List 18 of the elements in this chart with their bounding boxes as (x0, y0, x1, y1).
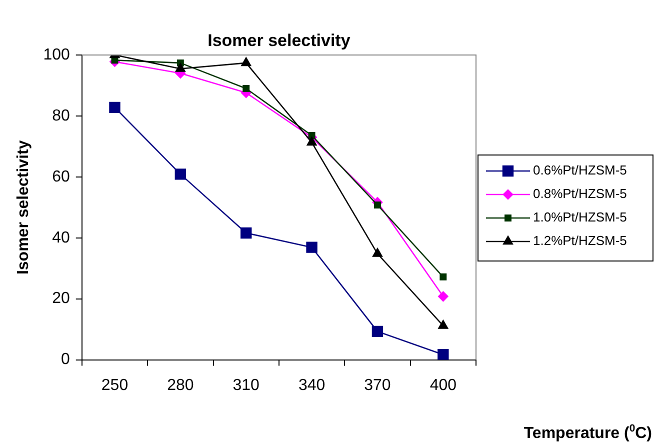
y-tick-label: 80 (52, 107, 70, 124)
x-tick-label: 250 (101, 376, 128, 394)
y-tick-label: 0 (60, 351, 70, 368)
legend-label: 1.2%Pt/HZSM-5 (533, 233, 627, 248)
legend-label: 1.0%Pt/HZSM-5 (533, 210, 627, 225)
x-tick-label: 310 (232, 376, 260, 394)
y-tick-label: 20 (52, 290, 70, 308)
x-tick-label: 370 (364, 376, 391, 394)
x-tick-label: 340 (298, 376, 326, 394)
x-tick-label: 280 (167, 376, 194, 394)
legend-label: 0.8%Pt/HZSM-5 (533, 186, 627, 202)
chart-title: Isomer selectivity (208, 31, 351, 50)
legend-label: 0.6%Pt/HZSM-5 (533, 162, 627, 178)
x-tick-label: 400 (430, 376, 457, 394)
y-axis-title: Isomer selectivity (15, 140, 32, 275)
y-tick-label: 40 (52, 229, 70, 246)
y-tick-label: 100 (43, 46, 70, 64)
y-tick-label: 60 (52, 168, 70, 186)
